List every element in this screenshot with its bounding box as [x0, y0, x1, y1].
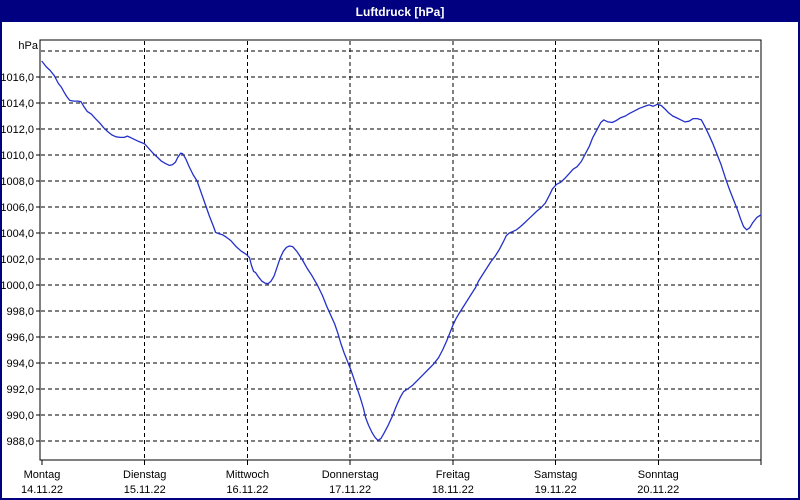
y-tick-label: 994,0 [6, 358, 34, 370]
day-date-label: 16.11.22 [226, 484, 268, 496]
day-name-label: Donnerstag [322, 469, 379, 481]
unit-label: hPa [18, 40, 38, 52]
day-name-label: Sonntag [638, 469, 679, 481]
window-title: Luftdruck [hPa] [355, 5, 445, 19]
day-date-label: 14.11.22 [21, 484, 63, 496]
day-date-label: 15.11.22 [124, 484, 166, 496]
y-tick-label: 1002,0 [2, 254, 34, 266]
y-tick-label: 1012,0 [2, 124, 34, 136]
day-name-label: Samstag [534, 469, 577, 481]
pressure-series-line [41, 60, 762, 442]
day-name-label: Mittwoch [226, 469, 269, 481]
day-date-label: 19.11.22 [535, 484, 577, 496]
grid-lines [41, 41, 760, 459]
y-tick-label: 990,0 [6, 410, 34, 422]
x-day-labels: Montag 14.11.22 Dienstag 15.11.22 Mittwoch 16… [21, 469, 679, 496]
y-tick-label: 988,0 [6, 436, 34, 448]
plot-frame [39, 39, 762, 461]
y-tick-label: 1000,0 [2, 280, 34, 292]
day-date-label: 20.11.22 [637, 484, 679, 496]
y-tick-labels: 988,0 990,0 992,0 994,0 996,0 998,0 1000,0 1002… [2, 72, 34, 448]
pressure-curve [41, 60, 762, 442]
y-tick-label: 1008,0 [2, 176, 34, 188]
y-tick-label: 1016,0 [2, 72, 34, 84]
y-tick-label: 1010,0 [2, 150, 34, 162]
y-tick-label: 998,0 [6, 306, 34, 318]
day-name-label: Freitag [436, 469, 470, 481]
y-tick-label: 996,0 [6, 332, 34, 344]
y-tick-label: 1004,0 [2, 228, 34, 240]
y-axis-unit-label: hPa [18, 40, 38, 52]
axis-ticks [36, 76, 762, 465]
y-tick-label: 1006,0 [2, 202, 34, 214]
title-bar[interactable]: Luftdruck [hPa] [2, 2, 798, 22]
day-name-label: Dienstag [123, 469, 166, 481]
day-date-label: 17.11.22 [329, 484, 371, 496]
day-date-label: 18.11.22 [432, 484, 474, 496]
y-tick-label: 1014,0 [2, 98, 34, 110]
day-name-label: Montag [24, 469, 61, 481]
y-tick-label: 992,0 [6, 384, 34, 396]
